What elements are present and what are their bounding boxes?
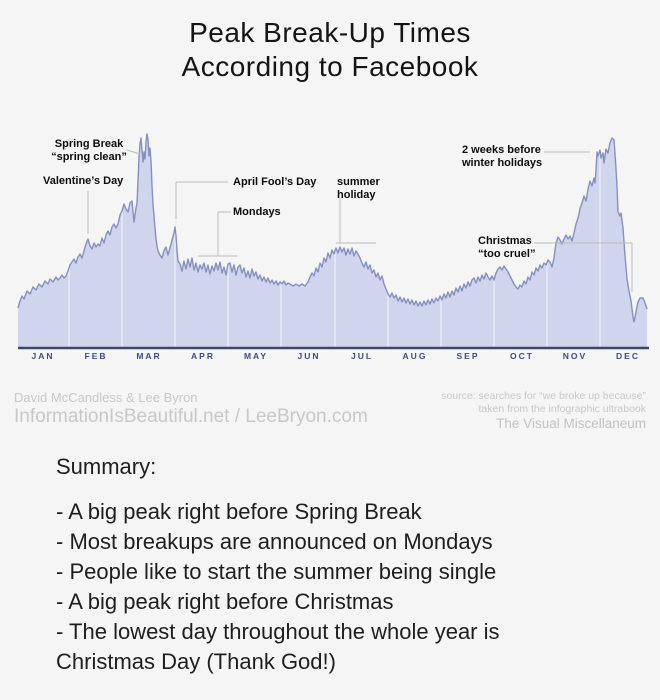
chart-svg	[17, 133, 649, 350]
page-title-line2: According to Facebook	[181, 51, 479, 82]
annotation-text: holiday	[337, 189, 376, 201]
source-line: source: searches for “we broke up becaus…	[441, 390, 646, 402]
month-label-feb: FEB	[84, 351, 108, 361]
page-title-line1: Peak Break-Up Times	[189, 17, 471, 48]
month-label-jun: JUN	[297, 351, 321, 361]
annotation-two-weeks-before-winter-holidays: 2 weeks before winter holidays	[462, 144, 542, 170]
annotation-text: Christmas	[478, 235, 532, 247]
summary-bullet: - A big peak right before Spring Break	[56, 499, 422, 524]
summary-bullet: - The lowest day throughout the whole ye…	[56, 619, 500, 674]
footer-credits: David McCandless & Lee Byron Information…	[14, 390, 646, 432]
annotation-text: “spring clean”	[51, 151, 127, 163]
month-label-sep: SEP	[456, 351, 480, 361]
summary-list: - A big peak right before Spring Break - …	[56, 497, 580, 677]
annotation-text: winter holidays	[462, 157, 543, 169]
annotation-valentines-day: Valentine’s Day	[43, 175, 123, 188]
summary-bullet: - Most breakups are announced on Mondays	[56, 529, 493, 554]
month-label-dec: DEC	[616, 351, 640, 361]
annotation-text: Mondays	[233, 206, 281, 218]
source-line: taken from the infographic ultrabook	[478, 402, 646, 415]
summary-bullet: - People like to start the summer being …	[56, 559, 497, 584]
summary-bullet: - A big peak right before Christmas	[56, 589, 394, 614]
breakup-area-chart: Spring Break “spring clean” Valentine’s …	[17, 133, 649, 361]
page-title: Peak Break-Up Times According to Faceboo…	[0, 16, 660, 84]
author-credit: David McCandless & Lee Byron Information…	[14, 390, 368, 432]
month-label-aug: AUG	[402, 351, 428, 361]
annotation-spring-break: Spring Break “spring clean”	[28, 138, 150, 164]
source-credit: source: searches for “we broke up becaus…	[441, 390, 646, 432]
annotation-april-fools-day: April Fool’s Day	[233, 176, 316, 189]
annotation-christmas-too-cruel: Christmas “too cruel”	[478, 235, 535, 261]
month-label-may: MAY	[243, 351, 269, 361]
author-names: David McCandless & Lee Byron	[14, 390, 198, 405]
area-outline	[17, 133, 648, 323]
annotation-mondays: Mondays	[233, 206, 281, 219]
annotation-text: 2 weeks before	[462, 144, 541, 156]
month-label-jan: JAN	[31, 351, 55, 361]
annotation-text: April Fool’s Day	[233, 176, 317, 188]
annotation-text: Valentine’s Day	[43, 175, 124, 187]
annotation-text: Spring Break	[54, 138, 124, 150]
annotation-summer-holiday: summer holiday	[337, 176, 380, 202]
annotation-text: “too cruel”	[478, 248, 536, 260]
author-websites: InformationIsBeautiful.net / LeeBryon.co…	[14, 406, 368, 427]
month-label-apr: APR	[191, 351, 215, 361]
month-label-mar: MAR	[136, 351, 162, 361]
annotation-text: summer	[337, 176, 380, 188]
month-label-jul: JUL	[350, 351, 374, 361]
area-fill	[18, 134, 647, 347]
source-book-title: The Visual Miscellaneum	[496, 416, 646, 431]
month-label-nov: NOV	[562, 351, 588, 361]
summary-section: Summary: - A big peak right before Sprin…	[56, 452, 596, 677]
annotation-connector-spring-break	[126, 149, 141, 155]
month-label-oct: OCT	[510, 351, 534, 361]
summary-heading: Summary:	[56, 454, 157, 479]
